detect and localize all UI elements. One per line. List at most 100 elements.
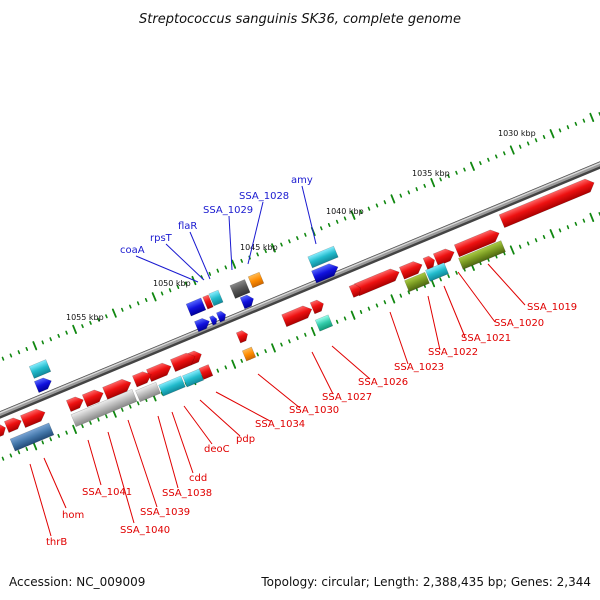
cyan-gene-1022-shape [425,262,449,282]
gray-gene-1038 [135,381,161,403]
lower-minor-tick [447,274,450,279]
olive-gene-1023-shape [404,271,430,293]
pink-gene-shape [198,364,214,380]
upper-minor-tick [455,170,458,175]
upper-minor-tick [447,174,450,179]
upper-major-tick [589,112,595,122]
lower-minor-tick [566,225,570,230]
leader-SSA_1019 [487,263,526,306]
upper-minor-tick [160,291,164,296]
lower-minor-tick [57,433,61,438]
upper-major-tick [350,210,356,220]
upper-minor-tick [343,216,347,221]
lower-minor-tick [518,244,522,249]
leader-coaA [135,255,199,283]
lower-minor-tick [582,218,586,223]
page-title: Streptococcus sanguinis SK36, complete g… [139,12,461,27]
blue-gene-rpsT-shape [194,318,210,333]
red-gene-1 [498,178,595,229]
pink-gene [198,364,214,380]
kbp-label-1030: 1030 kbp [498,129,536,138]
upper-minor-tick [25,346,29,352]
upper-minor-tick [168,288,172,293]
red-gene-1-shape [498,178,595,229]
dark-gene-1029 [229,279,251,299]
lower-minor-tick [399,293,403,298]
upper-minor-tick [280,242,283,247]
upper-minor-tick [296,236,299,241]
blue-gene-flaR-shape [216,310,226,323]
gene-label-SSA_1021: SSA_1021 [461,333,511,344]
lower-minor-tick [335,319,339,324]
upper-minor-tick [574,121,578,126]
blue-gene-left [33,377,52,393]
leader-amy [301,185,317,245]
leader-SSA_1026 [331,345,371,380]
gene-label-SSA_1023: SSA_1023 [394,362,444,373]
red-gene-3 [432,248,455,267]
olive-gene-1023 [404,271,430,293]
upper-major-tick [271,243,276,253]
lower-minor-tick [542,235,546,239]
upper-minor-tick [121,307,124,312]
leader-SSA_1039 [127,419,158,508]
red-gene-17 [20,408,46,428]
cyan-gene-left-shape [28,359,52,379]
red-gene-19-shape [0,423,6,439]
upper-minor-tick [534,138,538,143]
leader-thrB [29,463,52,537]
lower-minor-tick [574,221,578,226]
upper-minor-tick [319,226,323,231]
upper-minor-tick [359,210,363,214]
lower-minor-tick [17,450,21,455]
gene-label-SSA_1041: SSA_1041 [82,487,132,498]
upper-major-tick [430,177,436,188]
upper-minor-tick [240,258,243,263]
gray-gene-1040-shape [70,388,138,428]
upper-minor-tick [1,356,5,361]
kbp-label-1035: 1035 kbp [412,169,450,178]
gene-label-rpsT: rpsT [150,233,173,244]
upper-minor-tick [9,353,13,358]
dark-gene-1029-shape [229,279,251,299]
orange-gene-1028-shape [247,271,265,289]
red-gene-11-shape [170,352,196,372]
upper-minor-tick [479,161,482,166]
red-gene-7-shape [348,283,361,298]
red-gene-5 [399,261,423,280]
olive-gene-1020 [458,240,506,270]
cyan-gene-left [28,359,52,379]
red-gene-1030-shape [235,330,248,344]
lower-minor-tick [439,277,442,282]
red-gene-15 [81,389,104,408]
lower-minor-tick [121,407,124,412]
lower-minor-tick [256,352,259,357]
upper-minor-tick [383,200,387,205]
lower-minor-tick [534,238,538,243]
upper-minor-tick [407,190,411,195]
blue-gene-small [209,315,218,326]
upper-major-tick [469,161,475,171]
lower-minor-tick [296,336,299,341]
lower-minor-tick [264,349,267,354]
red-gene-6 [353,268,400,297]
red-gene-4-shape [422,255,435,270]
gray-gene-1040 [70,388,138,428]
kbp-label-1050: 1050 kbp [153,279,191,288]
gene-label-SSA_1040: SSA_1040 [120,525,170,536]
lower-minor-tick [224,365,228,370]
leader-lines [29,185,526,537]
lower-major-tick [72,424,77,435]
upper-minor-tick [399,193,403,198]
leader-SSA_1029 [228,215,233,271]
leader-cdd [171,411,194,474]
upper-minor-tick [415,187,419,192]
lower-minor-tick [105,414,108,419]
red-gene-8-shape [281,305,313,328]
lower-minor-tick [136,401,140,406]
lower-minor-tick [526,241,530,246]
upper-minor-tick [558,128,562,133]
genome-summary-text: Topology: circular; Length: 2,388,435 bp… [260,575,591,589]
lower-minor-tick [304,332,307,337]
red-gene-16 [65,396,84,412]
